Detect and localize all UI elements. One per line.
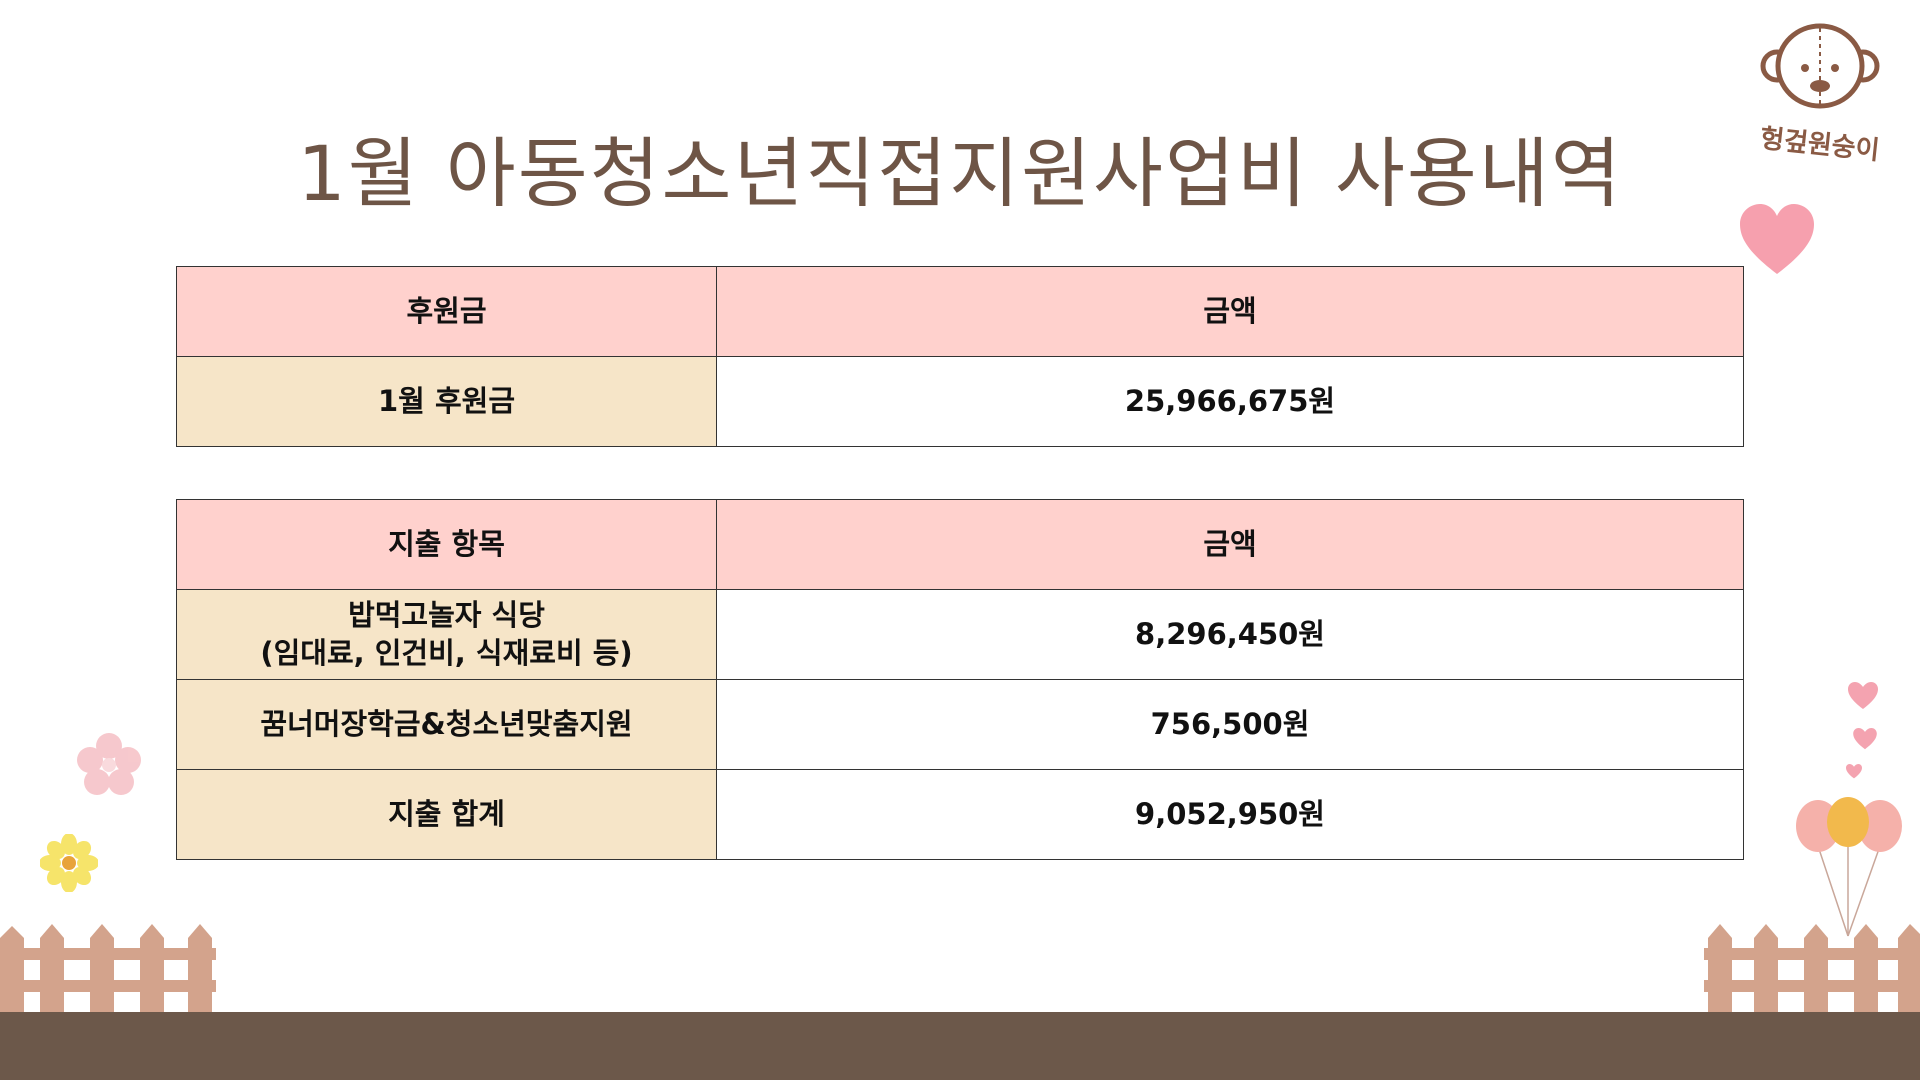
row-label: 밥먹고놀자 식당 (임대료, 인건비, 식재료비 등) xyxy=(176,589,717,680)
table-row: 지출 합계 9,052,950원 xyxy=(176,769,1744,860)
small-heart-icon xyxy=(1853,728,1877,750)
table-row: 밥먹고놀자 식당 (임대료, 인건비, 식재료비 등) 8,296,450원 xyxy=(176,589,1744,680)
row-label: 지출 합계 xyxy=(176,769,717,860)
heart-icon xyxy=(1740,204,1814,274)
yellow-flower-icon xyxy=(40,834,98,892)
row-amount: 25,966,675원 xyxy=(716,356,1744,447)
header-cell: 후원금 xyxy=(176,266,717,357)
row-amount: 8,296,450원 xyxy=(716,589,1744,680)
header-cell: 지출 항목 xyxy=(176,499,717,590)
monkey-face-icon xyxy=(1760,23,1880,109)
logo: 헝겊원숭이 xyxy=(1735,14,1905,166)
header-cell: 금액 xyxy=(716,266,1744,357)
income-table: 후원금 금액 1월 후원금 25,966,675원 xyxy=(176,266,1744,447)
row-label: 1월 후원금 xyxy=(176,356,717,447)
small-heart-icon xyxy=(1846,764,1862,779)
table-row: 꿈너머장학금&청소년맞춤지원 756,500원 xyxy=(176,679,1744,770)
small-heart-icon xyxy=(1848,682,1878,709)
fence-left xyxy=(0,924,216,1013)
row-amount: 9,052,950원 xyxy=(716,769,1744,860)
header-cell: 금액 xyxy=(716,499,1744,590)
table-header-row: 지출 항목 금액 xyxy=(176,499,1744,590)
expense-table: 지출 항목 금액 밥먹고놀자 식당 (임대료, 인건비, 식재료비 등) 8,2… xyxy=(176,499,1744,860)
fence-right xyxy=(1704,924,1920,1013)
row-label-line2: (임대료, 인건비, 식재료비 등) xyxy=(260,635,633,670)
table-row: 1월 후원금 25,966,675원 xyxy=(176,356,1744,447)
row-label-line1: 밥먹고놀자 식당 xyxy=(348,597,545,632)
ground-bar xyxy=(0,1012,1920,1080)
pink-flower-icon xyxy=(77,733,141,795)
row-label: 꿈너머장학금&청소년맞춤지원 xyxy=(176,679,717,770)
page-title: 1월 아동청소년직접지원사업비 사용내역 xyxy=(297,129,1623,218)
balloons-icon xyxy=(1796,797,1902,937)
row-amount: 756,500원 xyxy=(716,679,1744,770)
table-header-row: 후원금 금액 xyxy=(176,266,1744,357)
